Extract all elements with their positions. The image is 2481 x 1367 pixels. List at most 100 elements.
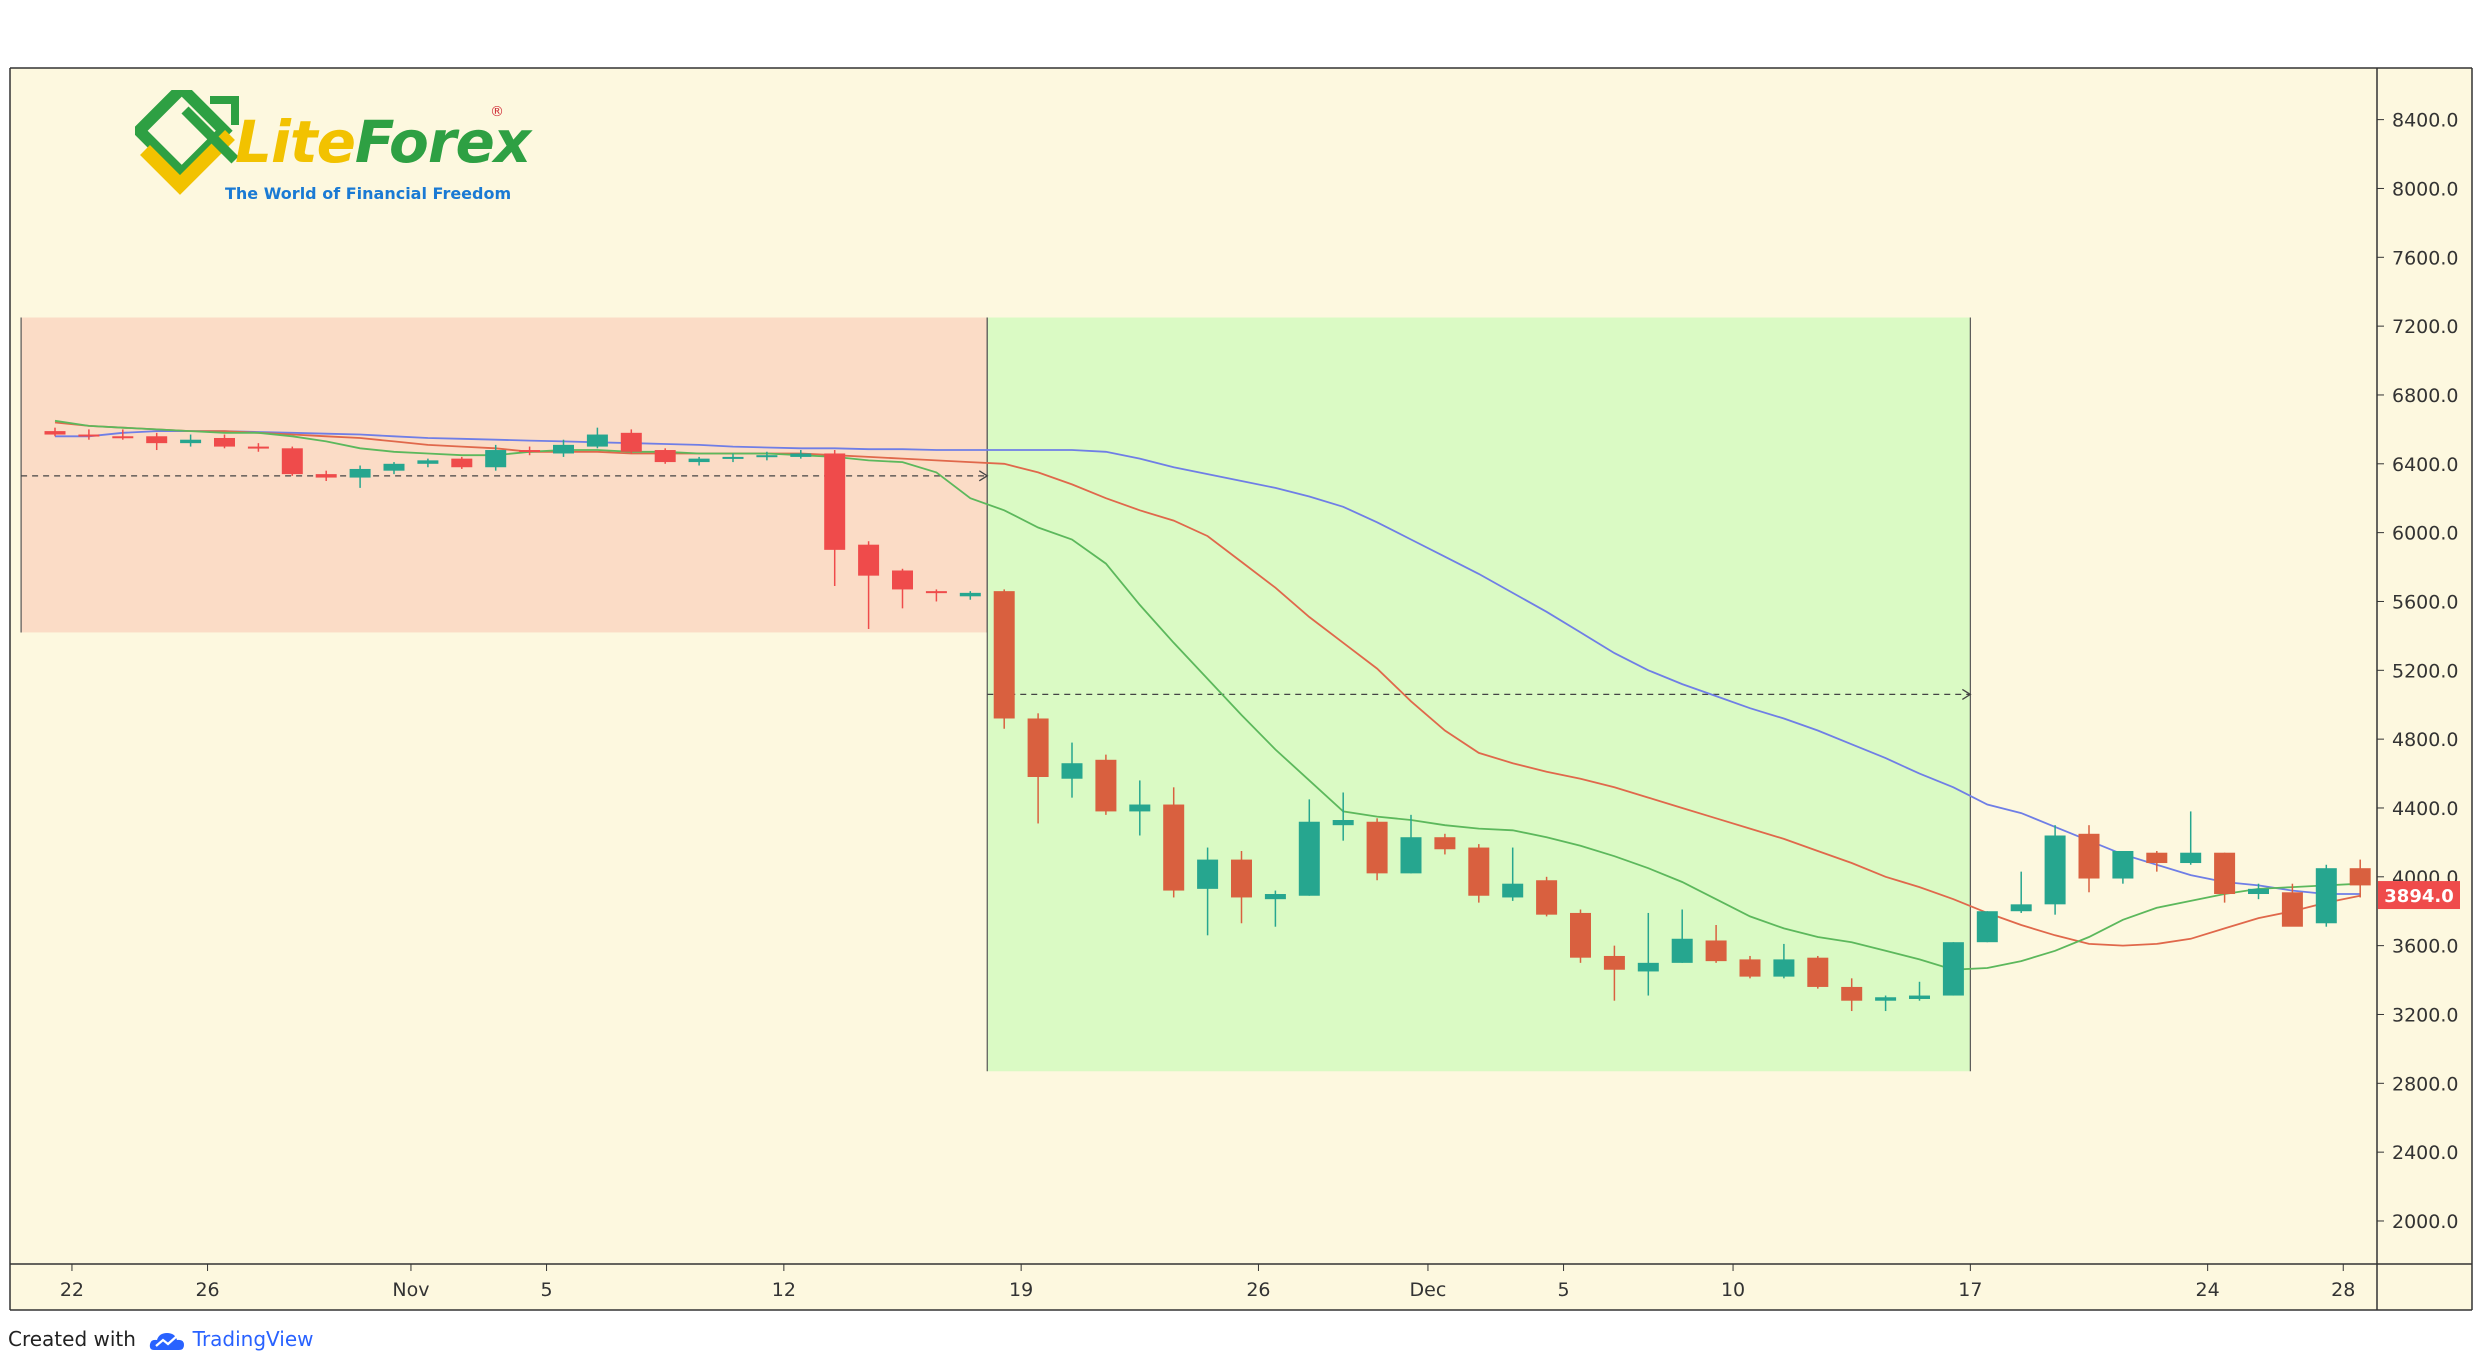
candle-body <box>1163 804 1185 891</box>
time-axis-tick-label: 5 <box>1558 1279 1570 1301</box>
logo-wordmark: LiteForex <box>235 108 531 176</box>
candle-body <box>349 468 371 478</box>
candles <box>44 427 2371 1012</box>
price-axis-tick-label: 3200.0 <box>2392 1004 2458 1026</box>
candle-body <box>1197 859 1219 889</box>
candle-body <box>315 474 337 478</box>
time-axis-tick-label: 19 <box>1009 1279 1033 1301</box>
candle-body <box>1129 804 1151 812</box>
logo-registered-mark: ® <box>490 104 504 120</box>
candle-body <box>2044 835 2066 905</box>
price-axis[interactable]: 8400.0 8000.0 7600.0 7200.0 6800.0 6400.0 6000… <box>2377 110 2458 1233</box>
time-axis-tick-label: 24 <box>2196 1279 2220 1301</box>
time-axis-tick-label: 28 <box>2331 1279 2355 1301</box>
price-axis-tick-label: 5200.0 <box>2392 660 2458 682</box>
footer-attribution[interactable]: Created with TradingView <box>8 1327 314 1352</box>
price-axis-tick-label: 2000.0 <box>2392 1211 2458 1233</box>
price-axis-tick-label: 6800.0 <box>2392 385 2458 407</box>
candle-body <box>180 439 202 444</box>
candle-body <box>485 450 507 468</box>
candle-body <box>1841 986 1863 1001</box>
price-axis-tick-label: 2400.0 <box>2392 1142 2458 1164</box>
candle-body <box>1976 911 1998 943</box>
projection-arrowhead <box>978 470 989 482</box>
candle-body <box>620 432 642 452</box>
projection-arrowhead <box>1962 688 1972 700</box>
candle-body <box>2180 852 2202 864</box>
candle-body <box>1807 957 1829 987</box>
candle-body <box>281 448 303 475</box>
candle-body <box>722 456 744 459</box>
liteforex-logo: LiteForex ® The World of Financial Freed… <box>135 90 531 210</box>
time-axis-tick-label: 10 <box>1721 1279 1745 1301</box>
candle-body <box>1332 820 1354 826</box>
candle-body <box>1603 955 1625 970</box>
candle-body <box>1366 821 1388 874</box>
logo-wordmark-forex: Forex <box>354 108 531 176</box>
last-price-tag: 3894.0 <box>2378 881 2460 910</box>
candle-body <box>146 436 168 444</box>
candle-body <box>1434 837 1456 850</box>
created-with-label: Created with <box>8 1327 136 1351</box>
candle-body <box>993 591 1015 719</box>
candle-body <box>1909 995 1930 999</box>
candle-body <box>44 431 66 435</box>
candle-body <box>1095 759 1117 812</box>
moving-average-line-2 <box>54 419 2361 971</box>
logo-wordmark-lite: Lite <box>235 108 356 176</box>
candle-body <box>756 455 778 458</box>
time-axis-tick-label: 17 <box>1958 1279 1982 1301</box>
price-axis-tick-label: 6000.0 <box>2392 523 2458 545</box>
moving-average-line-1 <box>54 421 2361 947</box>
candle-body <box>247 446 269 449</box>
candle-body <box>654 450 676 463</box>
candle-body <box>417 460 439 464</box>
price-axis-tick-label: 4400.0 <box>2392 798 2458 820</box>
candle-body <box>1671 938 1693 963</box>
candle-body <box>1468 847 1490 896</box>
candle-body <box>892 570 913 590</box>
candle-body <box>1875 997 1897 1001</box>
tradingview-cloud-icon <box>150 1332 185 1350</box>
candle-body <box>1739 959 1761 977</box>
price-axis-tick-label: 7200.0 <box>2392 316 2458 338</box>
candle-body <box>1942 942 1964 996</box>
candle-body <box>1705 940 1727 962</box>
moving-averages <box>54 419 2361 971</box>
candle-body <box>790 453 812 457</box>
candle-body <box>1536 880 1558 915</box>
candle-body <box>78 434 100 437</box>
candle-body <box>2214 852 2236 895</box>
price-axis-tick-label: 5600.0 <box>2392 591 2458 613</box>
candle-body <box>112 436 134 439</box>
candle-body <box>1231 859 1252 898</box>
time-axis[interactable]: 22 26 Nov 5 12 19 26 Dec 5 10 17 24 28 <box>60 1264 2355 1301</box>
candle-body <box>925 591 947 594</box>
time-axis-tick-label: 26 <box>1246 1279 1270 1301</box>
candle-body <box>2146 852 2168 864</box>
candle-body <box>2112 850 2134 879</box>
time-axis-tick-label: Dec <box>1410 1279 1447 1301</box>
candle-body <box>959 592 981 597</box>
last-price-tag-box <box>2378 881 2460 910</box>
price-axis-tick-label: 8000.0 <box>2392 178 2458 200</box>
candle-body <box>1570 912 1591 958</box>
tradingview-link[interactable]: TradingView <box>192 1327 314 1351</box>
price-axis-tick-label: 3600.0 <box>2392 936 2458 958</box>
time-axis-tick-label: 26 <box>195 1279 219 1301</box>
candle-body <box>688 458 710 463</box>
price-axis-tick-label: 6400.0 <box>2392 454 2458 476</box>
candle-body <box>214 437 235 447</box>
candle-body <box>383 463 405 471</box>
candle-body <box>1502 883 1524 898</box>
candle-body <box>553 444 574 454</box>
candle-body <box>1298 821 1320 896</box>
liteforex-emblem-icon <box>135 90 239 195</box>
price-axis-tick-label: 8400.0 <box>2392 110 2458 132</box>
candle-body <box>586 434 608 447</box>
candle-body <box>2078 833 2100 879</box>
candle-body <box>2349 868 2371 886</box>
price-axis-background <box>2377 68 2472 1310</box>
